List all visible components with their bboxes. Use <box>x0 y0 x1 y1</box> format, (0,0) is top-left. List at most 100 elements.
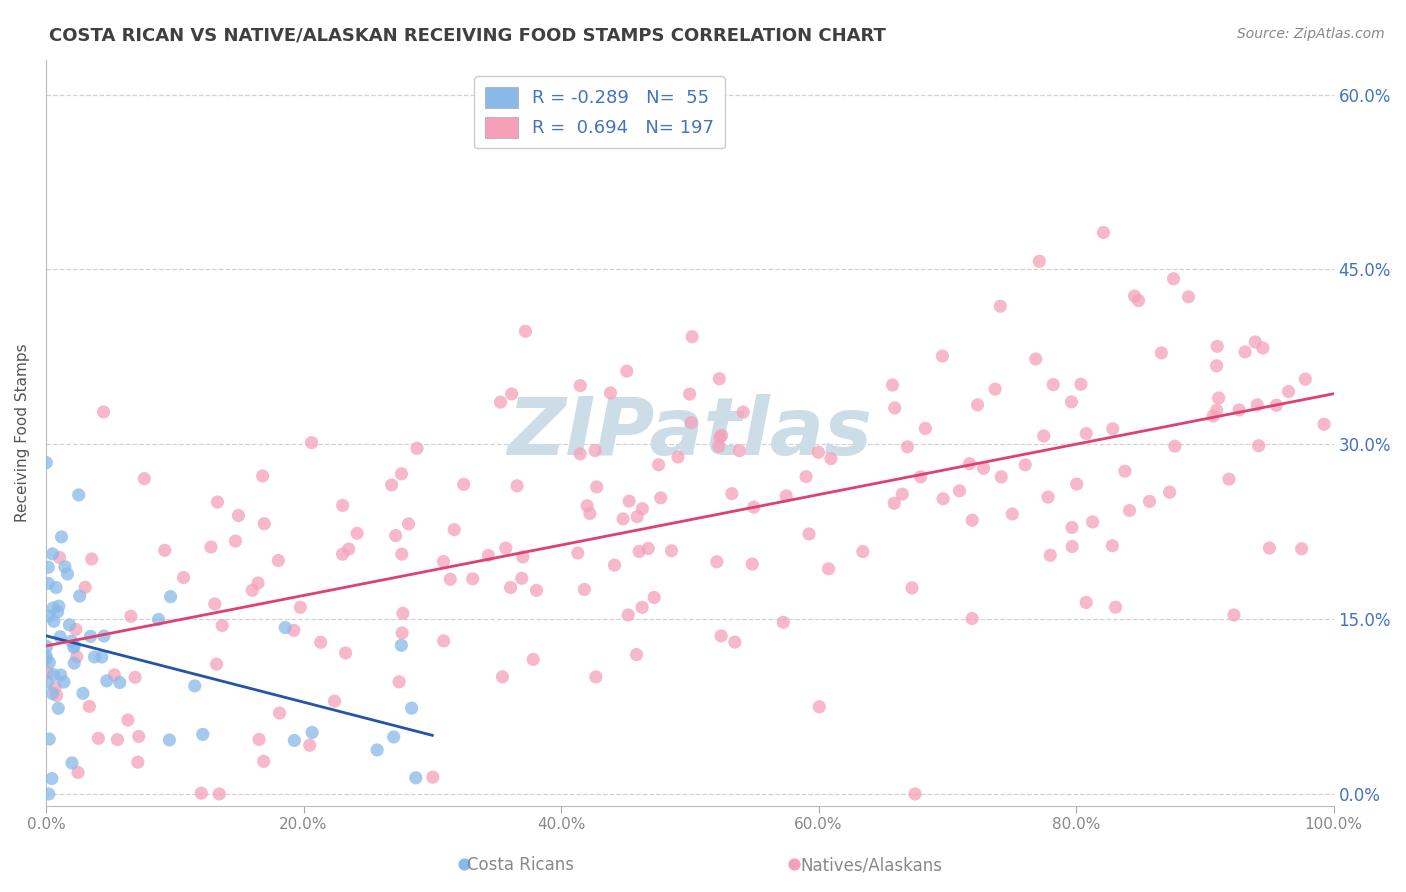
Point <box>931 349 953 363</box>
Point <box>35 652 58 666</box>
Point <box>1070 377 1092 392</box>
Point <box>948 483 970 498</box>
Point <box>453 857 475 871</box>
Point <box>817 562 839 576</box>
Text: Source: ZipAtlas.com: Source: ZipAtlas.com <box>1237 27 1385 41</box>
Point <box>79 629 101 643</box>
Point <box>901 581 924 595</box>
Point <box>207 495 229 509</box>
Point <box>583 443 606 458</box>
Point <box>1039 549 1062 563</box>
Point <box>585 480 607 494</box>
Point <box>643 591 665 605</box>
Point <box>612 512 634 526</box>
Point <box>681 416 703 430</box>
Point <box>83 649 105 664</box>
Point <box>1032 429 1054 443</box>
Point <box>807 445 830 459</box>
Point <box>489 395 512 409</box>
Point <box>910 470 932 484</box>
Point <box>173 571 195 585</box>
Point <box>1123 289 1146 303</box>
Point <box>477 549 499 563</box>
Point <box>208 787 231 801</box>
Point <box>1114 464 1136 478</box>
Point <box>211 618 233 632</box>
Point <box>1163 272 1185 286</box>
Point <box>204 597 226 611</box>
Point <box>569 447 592 461</box>
Point <box>46 701 69 715</box>
Point <box>616 364 638 378</box>
Point <box>1205 359 1227 373</box>
Point <box>574 582 596 597</box>
Point <box>710 428 733 442</box>
Point <box>1251 341 1274 355</box>
Point <box>75 580 97 594</box>
Point <box>38 609 60 624</box>
Point <box>49 630 72 644</box>
Point <box>1159 485 1181 500</box>
Point <box>1247 439 1270 453</box>
Point <box>1291 541 1313 556</box>
Point <box>710 629 733 643</box>
Point <box>48 599 70 613</box>
Point <box>391 467 413 481</box>
Point <box>1150 346 1173 360</box>
Point <box>120 609 142 624</box>
Point <box>741 557 763 571</box>
Point <box>283 733 305 747</box>
Point <box>46 605 69 619</box>
Point <box>200 540 222 554</box>
Point <box>381 478 404 492</box>
Point <box>283 624 305 638</box>
Point <box>66 649 89 664</box>
Point <box>124 670 146 684</box>
Point <box>637 541 659 556</box>
Point <box>775 489 797 503</box>
Point <box>228 508 250 523</box>
Point <box>1001 507 1024 521</box>
Point <box>443 523 465 537</box>
Point <box>733 405 755 419</box>
Point <box>526 583 548 598</box>
Point <box>522 652 544 666</box>
Point <box>191 727 214 741</box>
Text: Costa Ricans: Costa Ricans <box>467 856 574 874</box>
Point <box>60 634 83 648</box>
Point <box>1313 417 1336 432</box>
Point <box>69 589 91 603</box>
Point <box>53 559 76 574</box>
Point <box>896 440 918 454</box>
Point <box>984 382 1007 396</box>
Point <box>852 544 875 558</box>
Point <box>103 668 125 682</box>
Point <box>205 657 228 672</box>
Point <box>599 385 621 400</box>
Point <box>422 770 444 784</box>
Point <box>35 456 58 470</box>
Point <box>1118 503 1140 517</box>
Point <box>42 601 65 615</box>
Point <box>392 606 415 620</box>
Point <box>253 516 276 531</box>
Point <box>67 488 90 502</box>
Point <box>990 470 1012 484</box>
Point <box>1060 520 1083 534</box>
Point <box>38 732 60 747</box>
Point <box>772 615 794 630</box>
Point <box>290 600 312 615</box>
Point <box>401 701 423 715</box>
Point <box>247 576 270 591</box>
Point <box>1208 391 1230 405</box>
Point <box>45 689 67 703</box>
Point <box>709 430 731 444</box>
Point <box>267 553 290 567</box>
Point <box>332 499 354 513</box>
Point <box>391 547 413 561</box>
Point <box>153 543 176 558</box>
Point <box>134 472 156 486</box>
Point <box>1128 293 1150 308</box>
Point <box>87 731 110 746</box>
Point <box>661 543 683 558</box>
